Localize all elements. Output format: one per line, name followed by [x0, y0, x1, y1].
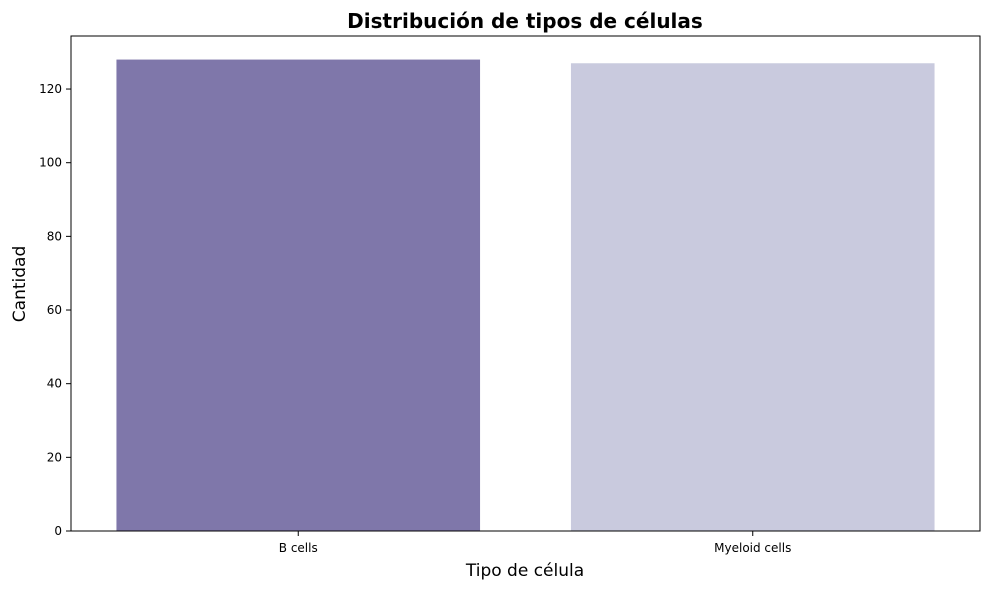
y-tick-label: 40	[47, 377, 62, 391]
x-axis-label: Tipo de célula	[465, 561, 584, 581]
y-axis: 0 20 40 60 80 100 120	[39, 82, 71, 538]
bars-layer	[116, 59, 935, 532]
bar-b-cells	[116, 59, 481, 531]
chart-title: Distribución de tipos de células	[347, 9, 703, 33]
y-axis-label: Cantidad	[10, 246, 30, 322]
x-tick-label: B cells	[279, 541, 318, 555]
y-tick-label: 120	[39, 82, 62, 96]
y-tick-label: 20	[47, 450, 62, 464]
y-tick-label: 0	[54, 524, 62, 538]
bar-myeloid-cells	[570, 63, 935, 532]
x-tick-label: Myeloid cells	[714, 541, 791, 555]
plot-frame	[70, 35, 981, 532]
y-tick-label: 60	[47, 303, 62, 317]
x-axis: B cells Myeloid cells	[279, 531, 791, 555]
y-tick-label: 100	[39, 156, 62, 170]
y-tick-label: 80	[47, 229, 62, 243]
